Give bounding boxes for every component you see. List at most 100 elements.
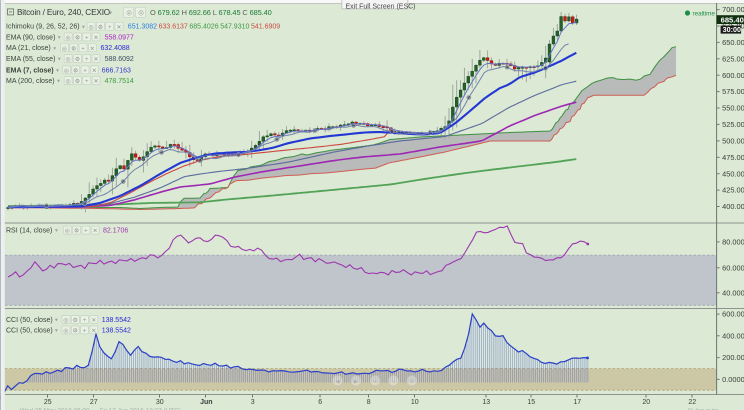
svg-text:▾: ▾ xyxy=(56,68,59,74)
svg-text:27: 27 xyxy=(90,399,98,406)
svg-text:30: 30 xyxy=(156,399,164,406)
svg-text:EMA (55, close): EMA (55, close) xyxy=(6,56,55,63)
svg-text:▾: ▾ xyxy=(82,24,85,30)
svg-text:25: 25 xyxy=(44,399,52,406)
svg-text:20: 20 xyxy=(642,399,650,406)
svg-text:⚙: ⚙ xyxy=(98,24,103,31)
svg-text:⚙: ⚙ xyxy=(73,67,78,74)
svg-text:▾: ▾ xyxy=(58,57,61,63)
svg-text:⚙: ⚙ xyxy=(71,45,76,52)
svg-text:625.00: 625.00 xyxy=(722,54,744,63)
svg-text:575.00: 575.00 xyxy=(722,87,744,96)
svg-text:600.00: 600.00 xyxy=(722,71,744,80)
svg-text:Ichimoku (9, 26, 52, 26): Ichimoku (9, 26, 52, 26) xyxy=(6,24,80,31)
svg-text:⚙: ⚙ xyxy=(75,56,80,63)
svg-text:EMA (90, close): EMA (90, close) xyxy=(6,34,55,41)
svg-text:632.4088: 632.4088 xyxy=(101,45,130,52)
svg-text:+: + xyxy=(374,379,377,385)
svg-text:⚙: ⚙ xyxy=(73,317,78,324)
svg-text:+: + xyxy=(85,79,89,85)
svg-text:82.1706: 82.1706 xyxy=(103,228,128,235)
svg-text:✕: ✕ xyxy=(93,229,98,235)
svg-text:◎: ◎ xyxy=(63,329,68,335)
svg-text:⚙: ⚙ xyxy=(74,228,79,235)
svg-text:22: 22 xyxy=(688,399,696,406)
svg-text:✕: ✕ xyxy=(90,46,95,52)
svg-text:✕: ✕ xyxy=(91,329,96,335)
svg-text:541.6909: 541.6909 xyxy=(251,24,280,31)
svg-text:8: 8 xyxy=(367,399,371,406)
svg-text:+: + xyxy=(83,318,87,324)
svg-text:▾: ▾ xyxy=(55,228,58,234)
svg-text:80.0000: 80.0000 xyxy=(722,238,744,247)
svg-text:◎: ◎ xyxy=(65,79,70,85)
svg-text:13: 13 xyxy=(482,399,490,406)
svg-text:475.00: 475.00 xyxy=(722,153,744,162)
svg-text:+: + xyxy=(83,329,87,335)
svg-text:✕: ✕ xyxy=(116,25,121,31)
svg-text:◎: ◎ xyxy=(88,25,93,31)
svg-text:▾: ▾ xyxy=(53,46,56,52)
svg-text:478.7514: 478.7514 xyxy=(105,78,134,85)
svg-text:▾: ▾ xyxy=(57,79,60,85)
svg-text:200.0000: 200.0000 xyxy=(722,353,744,362)
svg-text:450.00: 450.00 xyxy=(722,169,744,178)
svg-text:30:00: 30:00 xyxy=(723,25,741,34)
svg-text:% log auto: % log auto xyxy=(688,408,719,410)
svg-text:Exit Full Screen (ESC): Exit Full Screen (ESC) xyxy=(346,3,416,10)
svg-text:▶: ▶ xyxy=(354,379,358,385)
svg-text:400.0000: 400.0000 xyxy=(722,331,744,340)
svg-text:Bitcoin / Euro, 240, CEXIO: Bitcoin / Euro, 240, CEXIO xyxy=(17,8,110,17)
svg-text:▾: ▾ xyxy=(55,318,58,324)
svg-text:558.0977: 558.0977 xyxy=(105,34,134,41)
svg-text:▾: ▾ xyxy=(109,11,112,17)
svg-text:685.40: 685.40 xyxy=(721,15,744,24)
svg-text:⚙: ⚙ xyxy=(75,35,80,42)
svg-text:−: − xyxy=(392,379,395,385)
svg-text:◎: ◎ xyxy=(65,57,70,63)
svg-text:+: + xyxy=(85,36,89,42)
svg-text:+: + xyxy=(83,68,87,74)
svg-text:+: + xyxy=(108,25,112,31)
svg-text:↺: ↺ xyxy=(410,379,414,385)
svg-text:+: + xyxy=(81,46,85,52)
svg-text:◎: ◎ xyxy=(65,229,70,235)
svg-text:651.3082: 651.3082 xyxy=(128,24,157,31)
svg-text:▾: ▾ xyxy=(55,328,58,334)
svg-text:◎: ◎ xyxy=(138,10,144,17)
svg-text:realtime: realtime xyxy=(693,11,716,18)
svg-text:633.6137: 633.6137 xyxy=(159,24,188,31)
svg-text:◎: ◎ xyxy=(65,36,70,42)
svg-text:✕: ✕ xyxy=(93,36,98,42)
svg-text:⚙: ⚙ xyxy=(73,328,78,335)
svg-text:RSI (14, close): RSI (14, close) xyxy=(6,228,52,235)
svg-text:◎: ◎ xyxy=(64,68,69,74)
svg-text:Wed 25 May 2016 06:00 — Fri 1: Wed 25 May 2016 06:00 — Fri 17 Jun 2016 … xyxy=(20,408,181,410)
svg-text:⚙: ⚙ xyxy=(75,78,80,85)
svg-text:0.0000: 0.0000 xyxy=(722,375,744,384)
svg-text:650.00: 650.00 xyxy=(722,38,744,47)
svg-text:✕: ✕ xyxy=(92,68,97,74)
svg-text:+: + xyxy=(84,229,88,235)
svg-text:3: 3 xyxy=(251,399,255,406)
svg-text:547.9310: 547.9310 xyxy=(220,24,249,31)
svg-text:685.4026: 685.4026 xyxy=(189,24,218,31)
svg-text:O 679.62 H 692.66 L 678.45 C 6: O 679.62 H 692.66 L 678.45 C 685.40 xyxy=(150,8,272,17)
svg-text:588.6092: 588.6092 xyxy=(105,56,134,63)
svg-text:▾: ▾ xyxy=(58,35,61,41)
svg-text:40.0000: 40.0000 xyxy=(722,288,744,297)
svg-text:6: 6 xyxy=(318,399,322,406)
svg-text:MA (200, close): MA (200, close) xyxy=(6,78,55,85)
svg-text:Jun: Jun xyxy=(200,399,212,406)
svg-text:425.00: 425.00 xyxy=(722,186,744,195)
svg-text:550.00: 550.00 xyxy=(722,104,744,113)
svg-text:138.5542: 138.5542 xyxy=(102,327,131,334)
svg-text:666.7163: 666.7163 xyxy=(102,67,131,74)
svg-text:◎: ◎ xyxy=(126,10,132,17)
svg-text:◎: ◎ xyxy=(63,318,68,324)
svg-text:400.00: 400.00 xyxy=(722,202,744,211)
svg-text:MA (21, close): MA (21, close) xyxy=(6,45,51,52)
svg-text:✕: ✕ xyxy=(93,57,98,63)
svg-text:17: 17 xyxy=(573,399,581,406)
svg-text:CCI (50, close): CCI (50, close) xyxy=(6,327,53,334)
